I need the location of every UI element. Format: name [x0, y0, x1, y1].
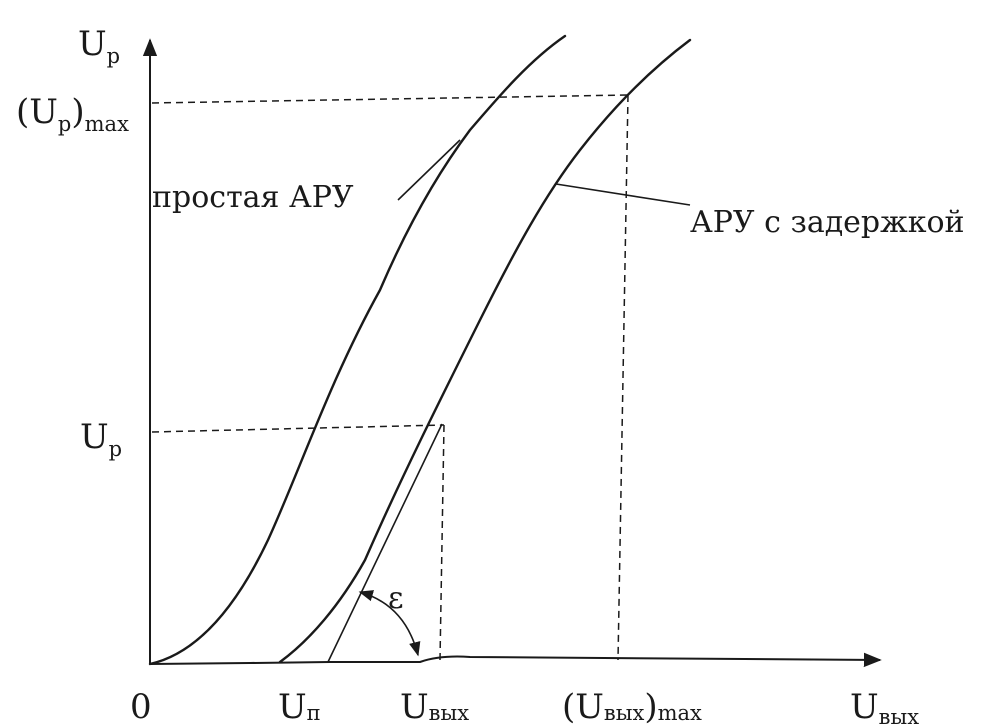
origin-label: 0: [130, 687, 152, 727]
y-axis-label: Up: [78, 24, 120, 68]
dashed-up-max-horizontal: [151, 94, 629, 104]
x-un-label: Uп: [278, 687, 321, 727]
x-axis: [149, 652, 882, 668]
curve-delayed-agc: [278, 38, 692, 664]
simple-agc-label: простая АРУ: [152, 180, 354, 215]
angle-arc: [358, 590, 421, 657]
dashed-uout-vertical: [439, 424, 445, 661]
leader-simple-agc: [397, 139, 461, 201]
x-out-label: Uвых: [400, 687, 469, 727]
y-max-label: (Up)max: [16, 92, 129, 136]
angle-epsilon-label: ε: [388, 581, 404, 616]
dashed-uout-max-vertical: [617, 94, 629, 661]
curve-simple-agc: [148, 34, 567, 666]
delayed-agc-label: АРУ с задержкой: [690, 205, 965, 240]
x-axis-label: Uвых: [850, 687, 919, 728]
dashed-up-horizontal: [151, 424, 445, 433]
x-outmax-label: (Uвых)max: [562, 687, 702, 727]
leader-delayed-agc: [555, 183, 691, 206]
tangent-line: [327, 423, 443, 663]
y-level-label: Up: [80, 417, 122, 461]
